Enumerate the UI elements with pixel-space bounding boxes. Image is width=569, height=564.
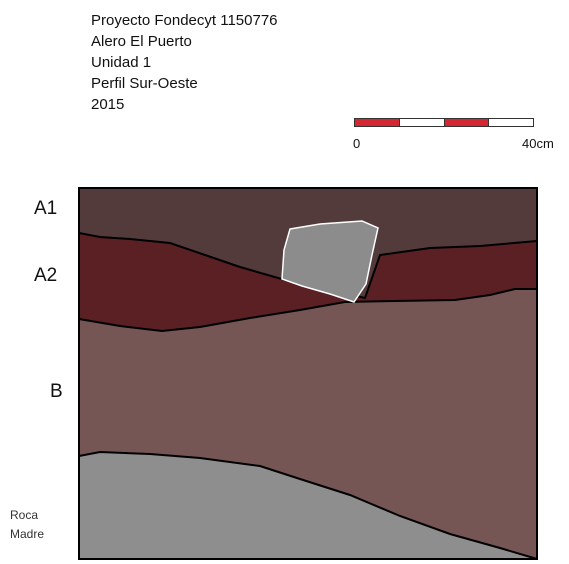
rock-clast [281,220,379,303]
site-name: Alero El Puerto [91,33,192,50]
roca-label-line-1: Roca [10,508,39,522]
boundary-a2-b [78,288,537,333]
profile-title-block: Proyecto Fondecyt 1150776 Alero El Puert… [91,10,278,115]
layer-roca-madre [79,452,537,559]
scale-segment-2 [398,119,444,126]
layer-label-a2: A2 [34,265,58,286]
profile-frame [78,187,538,560]
scale-segment-3 [443,119,489,126]
layer-label-roca-madre: Roca Madre [10,506,44,544]
scale-bar [354,118,534,127]
layer-label-a1: A1 [34,198,58,219]
project-title: Proyecto Fondecyt 1150776 [91,12,278,29]
scale-min-label: 0 [353,136,361,151]
year: 2015 [91,96,125,113]
scale-max-label: 40cm [522,136,554,151]
unit-name: Unidad 1 [91,54,152,71]
layer-label-b: B [50,381,63,402]
scale-segment-1 [355,119,399,126]
roca-label-line-2: Madre [10,527,45,541]
boundary-b-roca [78,450,538,560]
profile-name: Perfil Sur-Oeste [91,75,198,92]
scale-segment-4 [488,119,533,126]
